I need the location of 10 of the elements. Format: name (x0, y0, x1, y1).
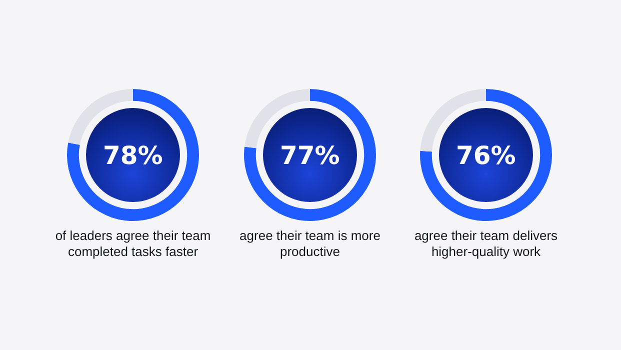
data-label: 76% (456, 141, 516, 170)
donut-slice (420, 89, 552, 221)
donut-slice (67, 89, 199, 221)
donut-slice (244, 89, 376, 221)
text: agree their team delivers higher-quality work (413, 228, 559, 260)
text: agree their team is more productive (238, 228, 382, 260)
data-label: 77% (280, 141, 340, 170)
data-label: 78% (103, 141, 163, 170)
donut-slice (68, 89, 133, 145)
text: of leaders agree their team completed tasks faster (54, 228, 212, 260)
